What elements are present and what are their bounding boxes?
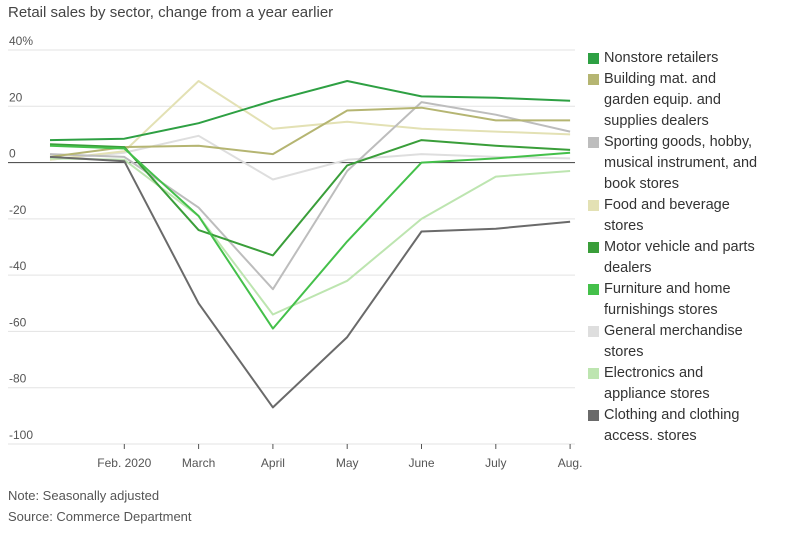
chart-title: Retail sales by sector, change from a ye… (8, 4, 334, 21)
series-line-1 (49, 80, 571, 142)
legend-swatch (588, 242, 599, 253)
legend-item: Clothing and clothing access. stores (588, 405, 788, 447)
x-tick-label: May (336, 456, 359, 470)
y-tick-label: -20 (9, 203, 27, 217)
legend-label: Building mat. and (604, 71, 717, 87)
legend-label: Clothing and clothing (604, 407, 740, 423)
series-line-8 (49, 157, 571, 316)
legend-item: Sporting goods, hobby, musical instrument… (588, 132, 788, 195)
x-tick-label: April (261, 456, 285, 470)
legend-swatch (588, 137, 599, 148)
legend-label: supplies dealers (604, 113, 709, 129)
legend-label: Sporting goods, hobby, (604, 134, 753, 150)
y-tick-label: -100 (9, 428, 33, 442)
legend-label: Furniture and home (604, 281, 731, 297)
legend-label: dealers (604, 260, 652, 276)
legend-label: stores (604, 344, 644, 360)
legend-swatch (588, 368, 599, 379)
legend-item: Nonstore retailers (588, 48, 788, 69)
legend-label: furnishings stores (604, 302, 718, 318)
y-tick-label: 40% (9, 34, 33, 48)
legend-item: Electronics and appliance stores (588, 363, 788, 405)
chart-legend: Nonstore retailers Building mat. and garde… (588, 48, 788, 447)
legend-label: access. stores (604, 428, 697, 444)
legend-label: Electronics and (604, 365, 704, 381)
x-tick-label: Aug. (558, 456, 583, 470)
legend-swatch (588, 53, 599, 64)
legend-label: stores (604, 218, 644, 234)
x-tick-label: July (485, 456, 506, 470)
legend-label: musical instrument, and (604, 155, 758, 171)
legend-label: Food and beverage (604, 197, 730, 213)
legend-item: Food and beverage stores (588, 195, 788, 237)
legend-swatch (588, 200, 599, 211)
y-tick-label: 20 (9, 90, 23, 104)
legend-item: Motor vehicle and parts dealers (588, 237, 788, 279)
x-tick-label: Feb. 2020 (97, 456, 151, 470)
legend-swatch (588, 410, 599, 421)
legend-label: garden equip. and (604, 92, 721, 108)
y-tick-label: -80 (9, 372, 27, 386)
legend-swatch (588, 326, 599, 337)
x-tick-label: June (408, 456, 434, 470)
legend-swatch (588, 284, 599, 295)
series-line-7 (49, 134, 571, 181)
y-tick-label: -40 (9, 259, 27, 273)
series-line-6 (49, 144, 571, 330)
series-line-2 (49, 106, 571, 158)
x-tick-label: March (182, 456, 215, 470)
legend-swatch (588, 74, 599, 85)
legend-label: Motor vehicle and parts (604, 239, 755, 255)
series-line-4 (49, 80, 571, 161)
chart-source: Source: Commerce Department (8, 509, 192, 524)
legend-item: General merchandise stores (588, 321, 788, 363)
legend-item: Furniture and home furnishings stores (588, 279, 788, 321)
chart-note: Note: Seasonally adjusted (8, 488, 160, 503)
legend-label: General merchandise (604, 323, 743, 339)
series-line-9 (49, 155, 571, 409)
legend-label: appliance stores (604, 386, 710, 402)
legend-item: Building mat. and garden equip. and suppli… (588, 69, 788, 132)
legend-label: Nonstore retailers (604, 50, 719, 66)
legend-label: book stores (604, 176, 679, 192)
series-line-3 (49, 101, 571, 291)
y-tick-label: -60 (9, 315, 27, 329)
y-tick-label: 0 (9, 147, 16, 161)
